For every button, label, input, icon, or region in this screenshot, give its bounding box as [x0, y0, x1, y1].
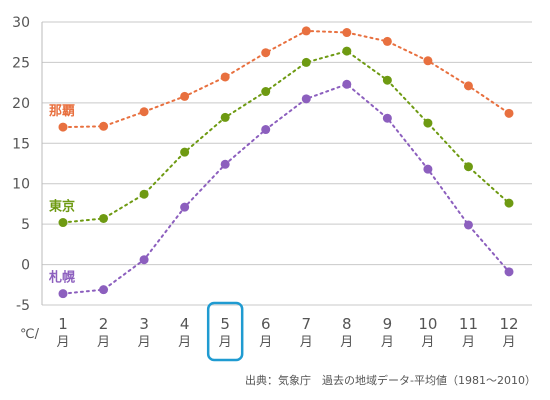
data-point: [261, 48, 271, 58]
data-point: [139, 255, 149, 265]
x-tick-unit: 月: [56, 335, 69, 350]
series-label: 那覇: [49, 104, 75, 119]
data-point: [382, 113, 392, 123]
x-tick-unit: 月: [421, 335, 434, 350]
data-point: [504, 108, 514, 118]
data-point: [139, 107, 149, 117]
data-point: [504, 198, 514, 208]
data-point: [382, 75, 392, 85]
data-point: [342, 28, 352, 38]
data-point: [301, 94, 311, 104]
series-label: 札幌: [48, 270, 75, 286]
y-tick-label: 30: [12, 15, 30, 31]
data-point: [382, 36, 392, 46]
highlight-box: [206, 301, 244, 362]
series-line: [62, 83, 510, 295]
data-point: [423, 56, 433, 66]
x-tick-label: 10: [418, 315, 437, 333]
x-tick-label: 12: [499, 315, 518, 333]
source-note: 出典：気象庁 過去の地域データ-平均値（1981～2010）: [245, 374, 536, 387]
x-tick-label: 4: [180, 315, 190, 333]
y-tick-label: -5: [16, 298, 30, 314]
x-tick-label: 11: [459, 315, 478, 333]
data-point: [220, 112, 230, 122]
x-tick-label: 8: [342, 315, 352, 333]
y-tick-label: 5: [21, 217, 30, 233]
x-tick-unit: 月: [178, 335, 191, 350]
data-point: [139, 189, 149, 199]
data-point: [342, 79, 352, 89]
y-axis: -5 0 5 10 15 20 25 30: [12, 15, 30, 314]
x-tick-label: 3: [139, 315, 149, 333]
data-point: [301, 26, 311, 36]
data-point: [463, 220, 473, 230]
series: [58, 26, 514, 299]
data-point: [504, 267, 514, 277]
x-tick-label: 2: [99, 315, 109, 333]
data-point: [58, 218, 68, 228]
y-tick-label: 0: [21, 258, 30, 274]
x-tick-unit: 月: [97, 335, 110, 350]
data-point: [58, 289, 68, 299]
data-point: [261, 125, 271, 135]
x-tick-unit: 月: [462, 335, 475, 350]
x-tick-unit: 月: [300, 335, 313, 350]
y-axis-unit: ℃/: [20, 327, 40, 342]
data-point: [99, 213, 109, 223]
data-point: [423, 118, 433, 128]
x-tick-unit: 月: [340, 335, 353, 350]
series-line: [62, 50, 510, 224]
x-tick-label: 9: [383, 315, 393, 333]
data-point: [180, 91, 190, 101]
data-point: [463, 162, 473, 172]
x-axis: 1 月 2 月 3 月 4 月 5 月 6 月 7 月 8 月 9 月 10 月 11 月 12 月: [56, 301, 519, 362]
x-tick-unit: 月: [219, 335, 232, 350]
y-tick-label: 10: [12, 177, 30, 193]
data-point: [180, 202, 190, 212]
data-point: [423, 164, 433, 174]
data-point: [463, 81, 473, 91]
y-tick-label: 20: [12, 96, 30, 112]
data-point: [99, 285, 109, 295]
x-tick-unit: 月: [502, 335, 515, 350]
x-tick-label: 6: [261, 315, 271, 333]
x-tick-label: 7: [301, 315, 311, 333]
x-tick-label: 1: [58, 315, 68, 333]
data-point: [99, 121, 109, 131]
data-point: [301, 57, 311, 67]
data-point: [220, 159, 230, 169]
x-tick-unit: 月: [138, 335, 151, 350]
x-tick-label: 5: [220, 315, 230, 333]
data-point: [220, 72, 230, 82]
x-tick-unit: 月: [381, 335, 394, 350]
y-tick-label: 25: [12, 55, 30, 71]
grid: [41, 21, 532, 306]
series-line: [62, 29, 510, 129]
data-point: [342, 46, 352, 56]
series-label: 東京: [49, 199, 75, 215]
data-point: [58, 122, 68, 132]
data-point: [180, 147, 190, 157]
y-tick-label: 15: [12, 136, 30, 152]
data-point: [261, 87, 271, 97]
x-tick-unit: 月: [259, 335, 272, 350]
